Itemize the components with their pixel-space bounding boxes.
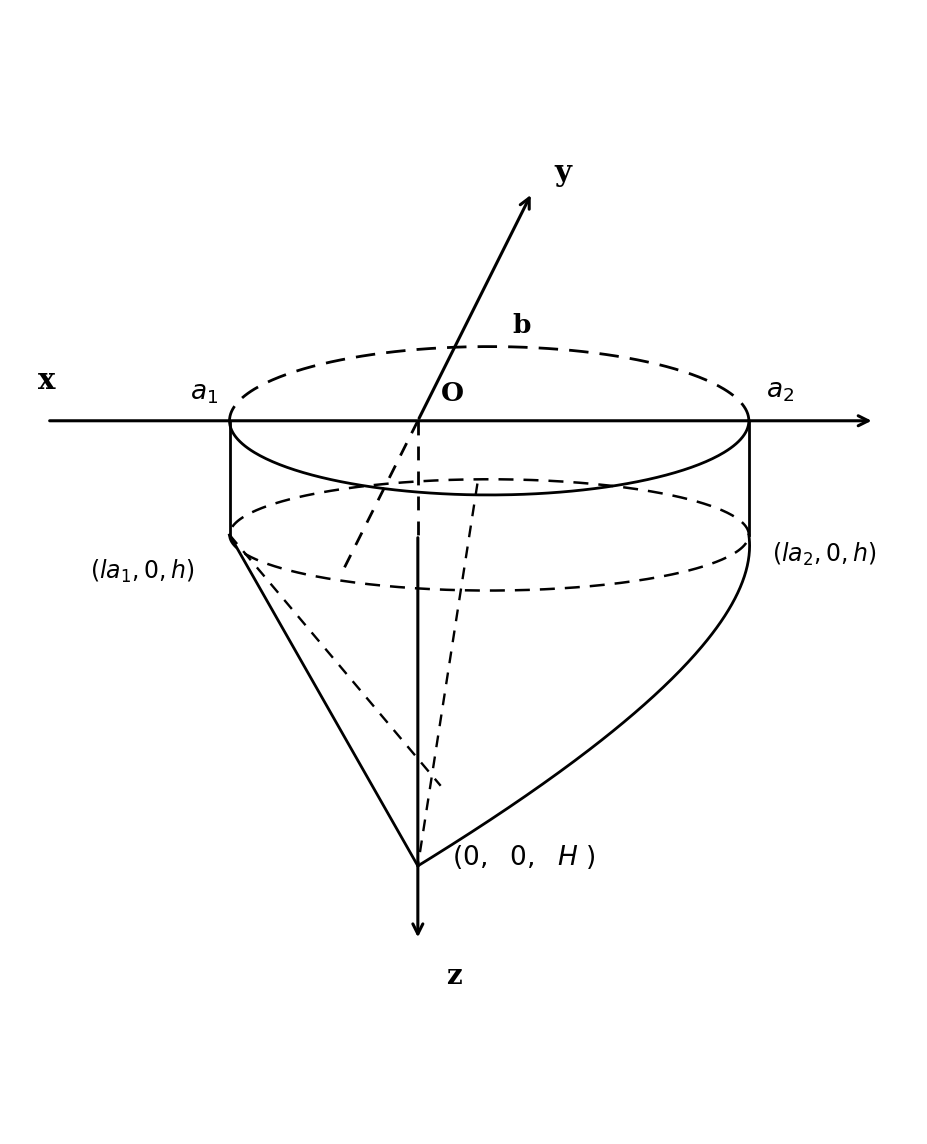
Text: z: z (447, 963, 462, 990)
Text: $( 0,\ \ 0,\ \ H\ )$: $( 0,\ \ 0,\ \ H\ )$ (452, 843, 596, 871)
Text: $a_2$: $a_2$ (766, 379, 794, 404)
Text: b: b (512, 313, 530, 337)
Text: $(la_1,0,h)$: $(la_1,0,h)$ (91, 558, 196, 585)
Text: $a_1$: $a_1$ (190, 381, 218, 406)
Text: y: y (555, 158, 572, 186)
Text: O: O (440, 381, 464, 406)
Text: $(la_2,0,h)$: $(la_2,0,h)$ (771, 541, 877, 567)
Text: x: x (38, 366, 56, 395)
